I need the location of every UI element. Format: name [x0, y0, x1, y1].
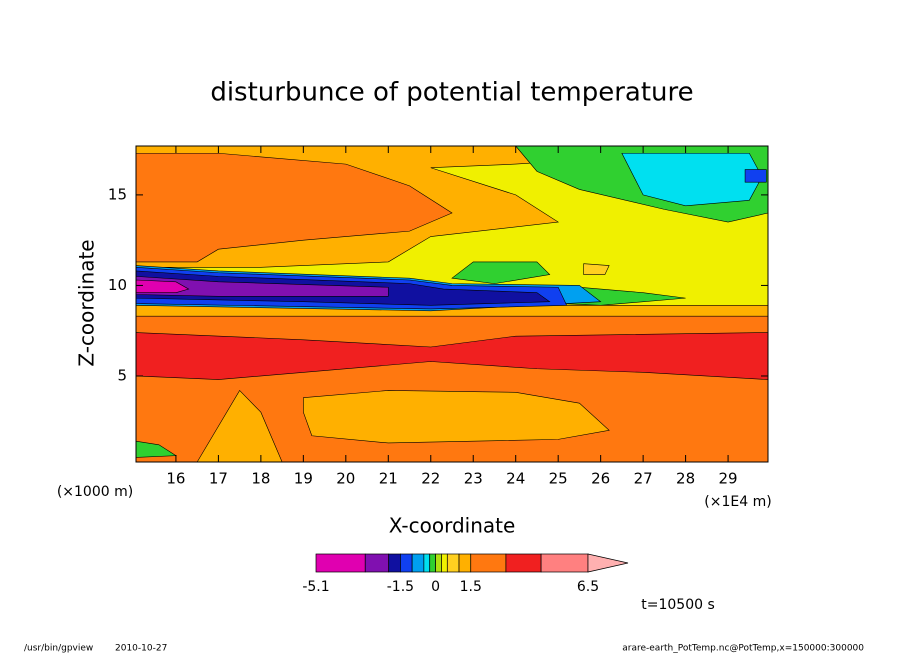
colorbar-extend: [587, 553, 629, 573]
y-tick-label: 15: [108, 185, 127, 203]
y-axis-label: Z-coordinate: [75, 239, 99, 366]
colorbar-box: [470, 553, 507, 573]
colorbar-label: 1.5: [460, 579, 482, 595]
x-tick-label: 29: [719, 470, 738, 488]
colorbar-label: -5.1: [302, 579, 329, 595]
footer-right: arare-earth_PotTemp.nc@PotTemp,x=150000:…: [622, 644, 864, 654]
colorbar-box: [423, 553, 431, 573]
footer-date: 2010-10-27: [115, 644, 167, 654]
contour-region: [303, 390, 610, 444]
contour-region: [135, 332, 769, 380]
y-tick-label: 10: [108, 276, 127, 294]
x-tick-label: 23: [464, 470, 483, 488]
colorbar-box: [441, 553, 448, 573]
contour-region: [744, 169, 767, 183]
colorbar-box: [505, 553, 542, 573]
x-tick-label: 27: [634, 470, 653, 488]
x-unit-label: (×1E4 m): [704, 494, 771, 510]
colorbar-box: [388, 553, 401, 573]
footer-left: /usr/bin/gpview: [24, 644, 93, 654]
colorbar-box: [315, 553, 366, 573]
contour-field: [135, 145, 769, 463]
x-tick-label: 19: [294, 470, 313, 488]
time-label: t=10500 s: [641, 597, 715, 613]
colorbar-label: -1.5: [387, 579, 414, 595]
contour-region: [451, 261, 551, 284]
x-tick-label: 24: [506, 470, 525, 488]
x-axis-label: X-coordinate: [389, 514, 516, 538]
chart-title: disturbunce of potential temperature: [210, 78, 693, 108]
y-tick-label: 5: [117, 366, 127, 384]
x-tick-label: 20: [336, 470, 355, 488]
colorbar-box: [364, 553, 390, 573]
y-unit-label: (×1000 m): [57, 484, 133, 500]
x-tick-label: 18: [251, 470, 270, 488]
colorbar-box: [540, 553, 589, 573]
plot-frame: [135, 145, 769, 463]
colorbar-box: [429, 553, 436, 573]
x-tick-label: 26: [591, 470, 610, 488]
x-tick-label: 28: [676, 470, 695, 488]
colorbar-box: [435, 553, 442, 573]
contour-region: [135, 152, 453, 263]
x-tick-label: 17: [209, 470, 228, 488]
colorbar-label: 6.5: [577, 579, 599, 595]
colorbar-label: 0: [431, 579, 440, 595]
colorbar-box: [400, 553, 413, 573]
contour-region: [621, 152, 763, 207]
colorbar-box: [458, 553, 472, 573]
contour-region: [583, 263, 610, 275]
x-tick-label: 22: [421, 470, 440, 488]
x-tick-label: 16: [166, 470, 185, 488]
colorbar-box: [446, 553, 460, 573]
colorbar-box: [411, 553, 425, 573]
x-tick-label: 21: [379, 470, 398, 488]
x-tick-label: 25: [549, 470, 568, 488]
